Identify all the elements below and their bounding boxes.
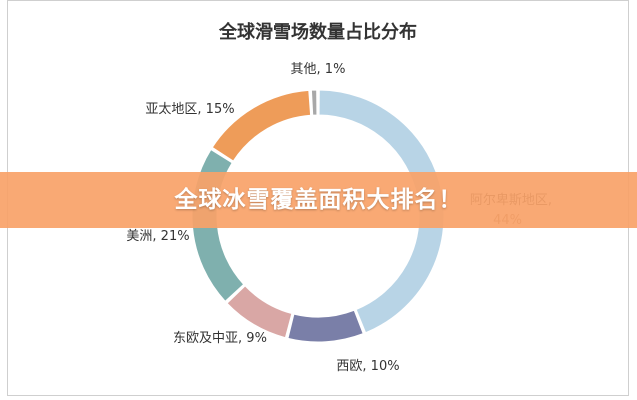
promo-banner: [0, 172, 637, 228]
chart-title: 全球滑雪场数量占比分布: [218, 21, 417, 43]
slice-label: 美洲, 21%: [126, 229, 189, 244]
slice-label: 西欧, 10%: [336, 359, 399, 374]
slice-label: 其他, 1%: [291, 62, 346, 77]
donut-slice: [211, 89, 312, 162]
slice-label: 亚太地区, 15%: [145, 102, 234, 117]
slice-label: 东欧及中亚, 9%: [173, 331, 267, 346]
donut-slice: [226, 285, 293, 339]
donut-slice: [310, 89, 318, 116]
donut-slice: [318, 89, 445, 334]
donut-slice: [287, 309, 364, 343]
banner-text: 全球冰雪覆盖面积大排名！: [174, 187, 463, 213]
